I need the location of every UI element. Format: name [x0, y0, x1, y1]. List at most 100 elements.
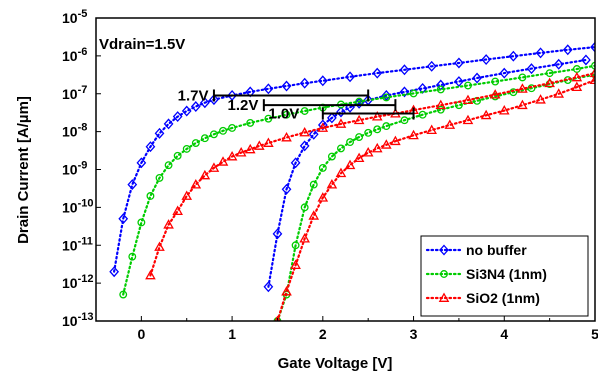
- data-point: [517, 83, 528, 93]
- y-axis-ticks: 10-5 10-6 10-7 10-8 10-9 10-10 10-11 10-12 10-13: [62, 8, 101, 329]
- data-point: [344, 159, 356, 170]
- data-point: [127, 179, 138, 191]
- data-point: [364, 128, 373, 137]
- data-point: [317, 192, 329, 202]
- x-tick-label: 4: [500, 326, 508, 342]
- data-point: [553, 58, 564, 70]
- data-point: [480, 109, 492, 120]
- data-point: [400, 116, 409, 125]
- data-point: [200, 97, 210, 109]
- data-point: [499, 67, 510, 79]
- data-point: [290, 157, 301, 169]
- data-point: [372, 67, 383, 79]
- data-point: [208, 162, 220, 172]
- data-point: [381, 90, 392, 101]
- data-point: [191, 139, 200, 147]
- data-point: [371, 111, 383, 121]
- data-point: [136, 157, 147, 169]
- data-point: [154, 127, 165, 139]
- data-point: [290, 259, 301, 270]
- data-point: [137, 218, 146, 227]
- data-point: [263, 83, 274, 95]
- y-tick-label: 10-9: [62, 160, 87, 178]
- data-point: [491, 77, 500, 86]
- data-point: [581, 54, 591, 66]
- data-point: [353, 152, 365, 163]
- data-point: [109, 266, 120, 278]
- shift-label: 1.0V: [268, 106, 299, 123]
- y-tick-label: 10-6: [62, 46, 87, 64]
- data-point: [300, 203, 309, 212]
- data-point: [346, 138, 354, 147]
- data-point: [145, 269, 156, 280]
- data-point: [518, 73, 527, 82]
- data-point: [508, 50, 519, 62]
- data-point: [163, 118, 174, 130]
- data-point: [209, 94, 219, 106]
- y-tick-label: 10-12: [62, 273, 93, 291]
- legend-marker: [438, 292, 450, 302]
- data-point: [526, 63, 537, 75]
- data-point: [373, 125, 382, 134]
- data-point: [335, 118, 347, 128]
- data-point: [345, 71, 355, 83]
- data-point: [308, 128, 319, 140]
- data-point: [535, 47, 546, 59]
- data-point: [399, 64, 410, 76]
- series-2: [119, 61, 595, 299]
- data-point: [282, 110, 291, 119]
- data-point: [562, 44, 573, 56]
- x-axis-ticks: 0 1 2 3 4 5: [95, 316, 598, 342]
- series-4: [145, 67, 595, 280]
- data-point: [317, 75, 328, 87]
- data-point: [436, 105, 445, 114]
- data-point: [263, 281, 274, 293]
- data-point: [154, 241, 165, 251]
- data-point: [553, 88, 565, 98]
- data-point: [545, 69, 554, 78]
- data-point: [472, 72, 482, 84]
- data-point: [164, 161, 173, 170]
- data-point: [209, 130, 218, 139]
- data-point: [181, 190, 193, 200]
- data-point: [336, 106, 346, 118]
- data-point: [462, 114, 474, 125]
- y-tick-label: 10-11: [62, 235, 93, 253]
- y-tick-label: 10-5: [62, 8, 87, 26]
- data-point: [589, 74, 595, 84]
- data-point: [226, 151, 238, 161]
- data-point: [190, 101, 201, 113]
- y-tick-label: 10-8: [62, 122, 87, 140]
- data-point: [318, 163, 327, 172]
- legend-marker: [440, 270, 448, 278]
- data-point: [182, 144, 191, 153]
- data-point: [281, 183, 292, 195]
- shift-label: 1.7V: [178, 87, 209, 104]
- data-point: [362, 147, 374, 157]
- data-point: [426, 60, 437, 72]
- data-point: [590, 41, 595, 53]
- data-point: [571, 71, 583, 82]
- data-point: [544, 77, 555, 88]
- data-point: [200, 134, 209, 143]
- y-tick-label: 10-13: [62, 311, 93, 329]
- legend-label: no buffer: [466, 242, 527, 258]
- y-tick-label: 10-7: [62, 84, 87, 102]
- data-point: [317, 119, 328, 131]
- shift-arrow: 1.0V: [268, 106, 415, 123]
- data-point: [436, 85, 445, 94]
- legend-label: Si3N4 (1nm): [466, 266, 547, 282]
- data-point: [264, 114, 273, 123]
- data-point: [317, 122, 329, 132]
- x-tick-label: 0: [137, 326, 145, 342]
- data-point: [217, 156, 229, 166]
- data-point: [591, 61, 595, 70]
- x-axis-label: Gate Voltage [V]: [278, 355, 393, 372]
- data-point: [254, 140, 265, 150]
- legend-entries: no buffer Si3N4 (1nm) SiO2 (1nm): [425, 242, 547, 306]
- series-line-4: [149, 71, 595, 277]
- data-point: [299, 233, 310, 243]
- data-point: [399, 86, 410, 98]
- data-point: [246, 118, 255, 127]
- data-point: [326, 179, 338, 189]
